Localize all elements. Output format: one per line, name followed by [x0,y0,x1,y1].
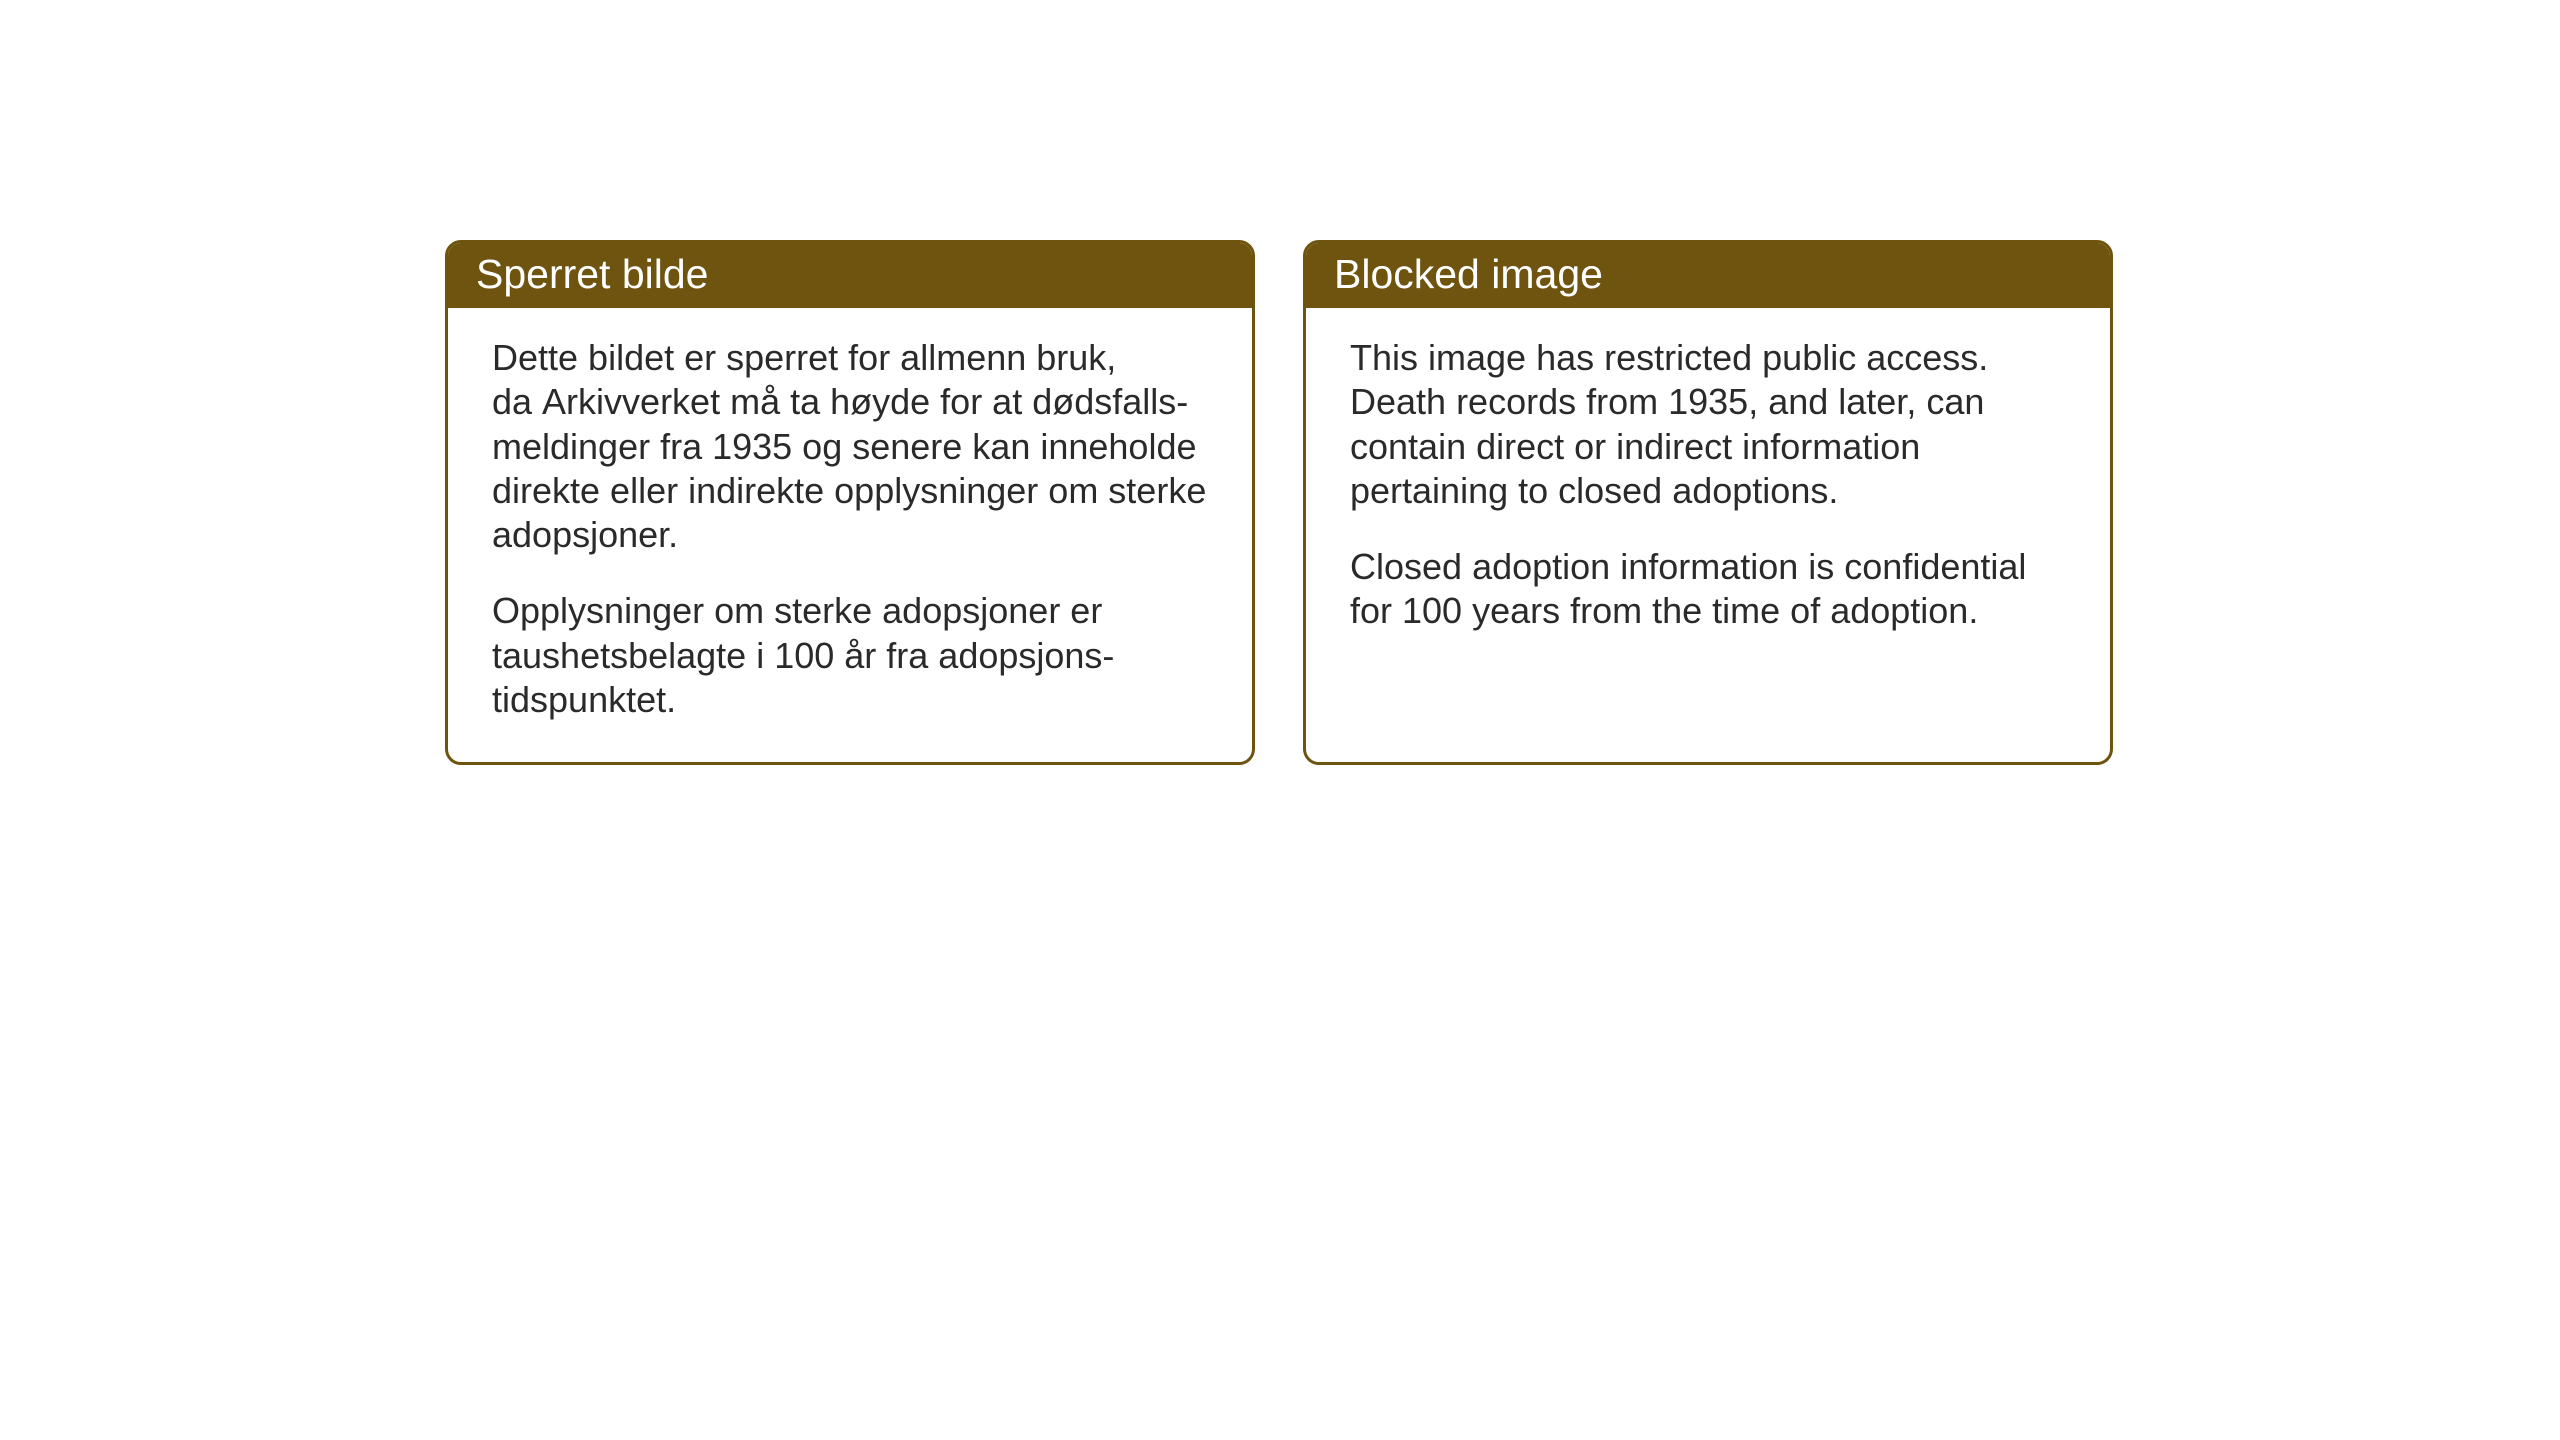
cards-container: Sperret bilde Dette bildet er sperret fo… [445,240,2113,765]
card-body-norwegian: Dette bildet er sperret for allmenn bruk… [448,308,1252,762]
para2-norwegian: Opplysninger om sterke adopsjoner er tau… [492,589,1208,722]
card-title-norwegian: Sperret bilde [448,243,1252,308]
para2-english: Closed adoption information is confident… [1350,545,2066,634]
card-norwegian: Sperret bilde Dette bildet er sperret fo… [445,240,1255,765]
card-body-english: This image has restricted public access.… [1306,308,2110,674]
para1-english: This image has restricted public access.… [1350,336,2066,513]
card-title-english: Blocked image [1306,243,2110,308]
card-english: Blocked image This image has restricted … [1303,240,2113,765]
para1-norwegian: Dette bildet er sperret for allmenn bruk… [492,336,1208,557]
